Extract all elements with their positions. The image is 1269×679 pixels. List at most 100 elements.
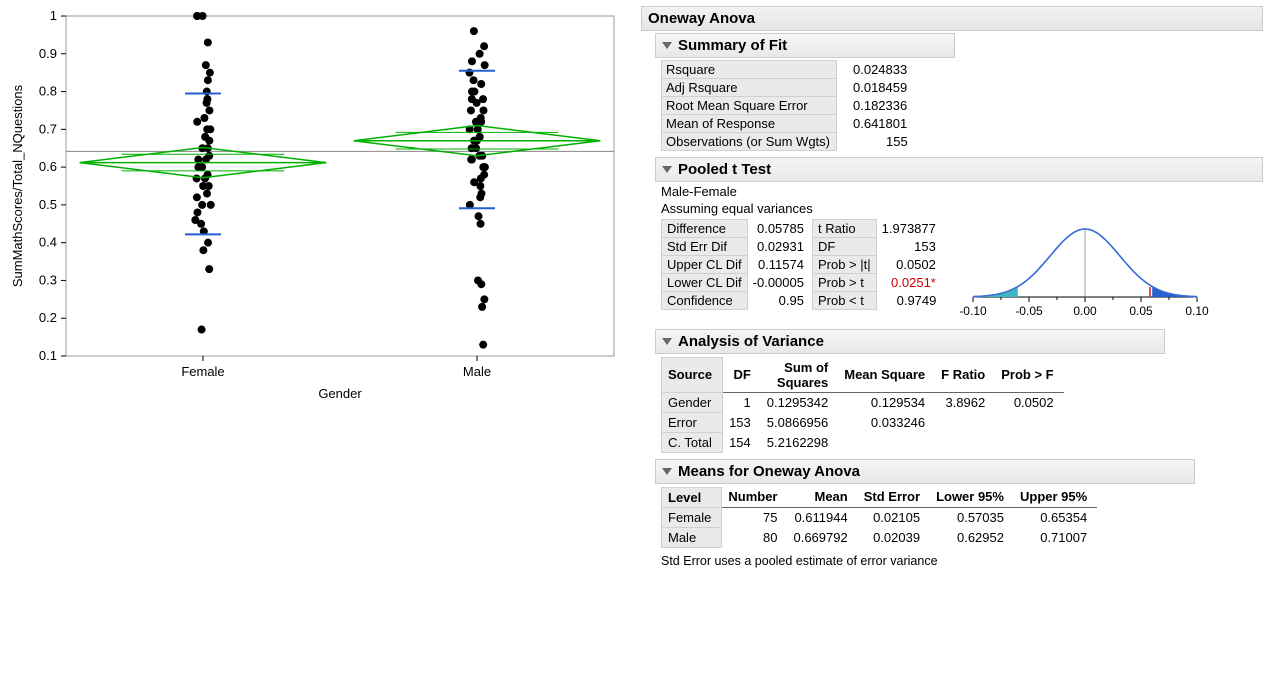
svg-text:-0.05: -0.05: [1015, 304, 1043, 318]
header-anova-label: Analysis of Variance: [678, 333, 824, 350]
means-col-header: Upper 95%: [1014, 487, 1097, 507]
svg-text:Female: Female: [181, 364, 224, 379]
svg-text:0.1: 0.1: [39, 348, 57, 363]
svg-text:-0.10: -0.10: [959, 304, 987, 318]
fit-label: Root Mean Square Error: [662, 97, 837, 115]
ttest-contrast: Male-Female: [661, 184, 1263, 199]
anova-col-header: Sum ofSquares: [761, 358, 838, 393]
svg-text:0.7: 0.7: [39, 121, 57, 136]
fit-label: Adj Rsquare: [662, 79, 837, 97]
means-cell: 0.65354: [1014, 507, 1097, 527]
svg-text:0.9: 0.9: [39, 46, 57, 61]
anova-cell: 0.129534: [838, 392, 935, 412]
anova-cell: Error: [662, 412, 723, 432]
chevron-down-icon: [662, 338, 672, 345]
ttest-label: Prob > t: [812, 274, 876, 292]
ttest-label: t Ratio: [812, 220, 876, 238]
svg-text:Male: Male: [463, 364, 491, 379]
svg-text:0.4: 0.4: [39, 235, 57, 250]
ttest-label: Lower CL Dif: [662, 274, 748, 292]
anova-cell: 154: [723, 432, 761, 452]
fit-label: Observations (or Sum Wgts): [662, 133, 837, 151]
fit-value: 0.641801: [837, 115, 914, 133]
anova-col-header: F Ratio: [935, 358, 995, 393]
svg-text:0.10: 0.10: [1185, 304, 1209, 318]
anova-cell: [995, 432, 1063, 452]
anova-table: SourceDFSum ofSquaresMean SquareF RatioP…: [661, 357, 1064, 453]
ttest-value: 153: [876, 238, 944, 256]
means-cell: 0.57035: [930, 507, 1014, 527]
ttest-table: Difference0.05785t Ratio1.973877 Std Err …: [661, 219, 945, 310]
anova-cell: [838, 432, 935, 452]
means-cell: 0.611944: [787, 507, 857, 527]
svg-text:0.5: 0.5: [39, 197, 57, 212]
ttest-label: DF: [812, 238, 876, 256]
title-oneway-label: Oneway Anova: [648, 10, 755, 27]
ttest-assumption: Assuming equal variances: [661, 201, 1263, 216]
ttest-label: Upper CL Dif: [662, 256, 748, 274]
means-cell: 0.669792: [787, 527, 857, 547]
means-footnote: Std Error uses a pooled estimate of erro…: [661, 554, 1263, 568]
means-table: LevelNumberMeanStd ErrorLower 95%Upper 9…: [661, 487, 1097, 548]
header-summary[interactable]: Summary of Fit: [655, 33, 955, 58]
anova-cell: 0.033246: [838, 412, 935, 432]
fit-label: Mean of Response: [662, 115, 837, 133]
ttest-value: 0.11574: [747, 256, 812, 274]
t-distribution-plot: -0.10 -0.05 0.00 0.05 0.10: [955, 217, 1215, 327]
anova-cell: [935, 412, 995, 432]
ttest-label: Std Err Dif: [662, 238, 748, 256]
stats-pane: Oneway Anova Summary of Fit Rsquare0.024…: [635, 0, 1269, 679]
means-col-header: Lower 95%: [930, 487, 1014, 507]
anova-cell: 1: [723, 392, 761, 412]
title-oneway[interactable]: Oneway Anova: [641, 6, 1263, 31]
header-anova[interactable]: Analysis of Variance: [655, 329, 1165, 354]
svg-text:0.6: 0.6: [39, 159, 57, 174]
header-ttest[interactable]: Pooled t Test: [655, 157, 1263, 182]
header-ttest-label: Pooled t Test: [678, 161, 771, 178]
ttest-value: 0.0251*: [876, 274, 944, 292]
ttest-label: Confidence: [662, 292, 748, 310]
means-col-header: Mean: [787, 487, 857, 507]
svg-text:0.8: 0.8: [39, 84, 57, 99]
svg-text:1: 1: [50, 8, 57, 23]
svg-text:0.3: 0.3: [39, 272, 57, 287]
fit-value: 0.018459: [837, 79, 914, 97]
svg-text:SumMathScores/Total_NQuestions: SumMathScores/Total_NQuestions: [10, 84, 25, 287]
anova-cell: [935, 432, 995, 452]
header-summary-label: Summary of Fit: [678, 37, 787, 54]
summary-of-fit-table: Rsquare0.024833Adj Rsquare0.018459Root M…: [661, 60, 914, 151]
fit-value: 0.024833: [837, 61, 914, 79]
means-cell: 0.62952: [930, 527, 1014, 547]
anova-col-header: Mean Square: [838, 358, 935, 393]
means-col-header: Level: [662, 487, 722, 507]
ttest-label: Difference: [662, 220, 748, 238]
ttest-value: 0.02931: [747, 238, 812, 256]
means-col-header: Std Error: [858, 487, 930, 507]
means-cell: 0.71007: [1014, 527, 1097, 547]
anova-cell: 153: [723, 412, 761, 432]
means-col-header: Number: [722, 487, 788, 507]
ttest-value: 0.05785: [747, 220, 812, 238]
anova-cell: 3.8962: [935, 392, 995, 412]
fit-value: 155: [837, 133, 914, 151]
means-cell: 0.02039: [858, 527, 930, 547]
anova-cell: 5.2162298: [761, 432, 838, 452]
svg-text:0.05: 0.05: [1129, 304, 1153, 318]
ttest-value: 1.973877: [876, 220, 944, 238]
means-cell: 80: [722, 527, 788, 547]
anova-cell: C. Total: [662, 432, 723, 452]
ttest-value: 0.0502: [876, 256, 944, 274]
means-cell: 0.02105: [858, 507, 930, 527]
oneway-chart: 0.10.20.30.40.50.60.70.80.91SumMathScore…: [6, 6, 626, 406]
ttest-value: 0.95: [747, 292, 812, 310]
chevron-down-icon: [662, 42, 672, 49]
ttest-value: 0.9749: [876, 292, 944, 310]
svg-text:0.00: 0.00: [1073, 304, 1097, 318]
anova-cell: 0.0502: [995, 392, 1063, 412]
ttest-label: Prob < t: [812, 292, 876, 310]
fit-label: Rsquare: [662, 61, 837, 79]
anova-col-header: DF: [723, 358, 761, 393]
anova-cell: Gender: [662, 392, 723, 412]
header-means[interactable]: Means for Oneway Anova: [655, 459, 1195, 484]
means-cell: Female: [662, 507, 722, 527]
